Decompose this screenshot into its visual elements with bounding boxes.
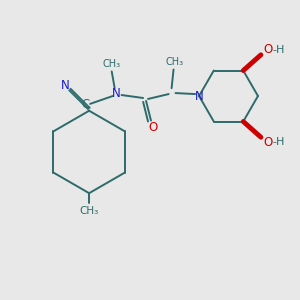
Text: CH₃: CH₃ [166,57,184,67]
Text: O: O [263,44,272,56]
Text: N: N [60,79,69,92]
Text: -H: -H [272,137,285,147]
Text: CH₃: CH₃ [80,206,99,216]
Text: -H: -H [272,45,285,55]
Text: O: O [148,121,158,134]
Text: CH₃: CH₃ [103,58,121,69]
Text: N: N [195,89,203,103]
Text: O: O [263,136,272,148]
Text: C: C [81,98,89,111]
Text: N: N [112,87,121,100]
